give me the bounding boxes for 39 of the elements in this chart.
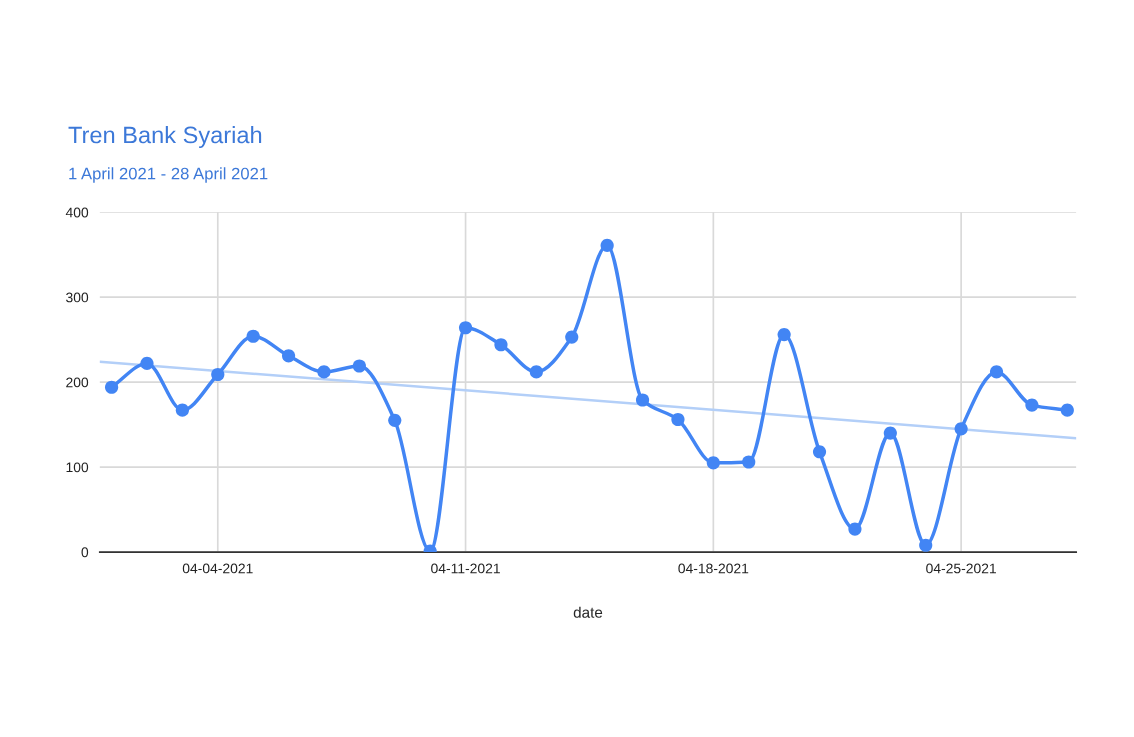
- x-axis-title: date: [573, 606, 603, 618]
- chart-title: Tren Bank Syariah: [68, 126, 262, 148]
- point: [671, 412, 685, 427]
- point: [458, 321, 473, 335]
- point: [281, 349, 296, 363]
- point: [635, 393, 650, 407]
- y-tick-label: 0: [81, 547, 89, 558]
- point: [706, 456, 720, 470]
- x-tick-label: 04-11-2021: [431, 563, 500, 574]
- point: [848, 522, 862, 536]
- point: [140, 356, 154, 371]
- point: [246, 329, 260, 343]
- point: [105, 380, 119, 394]
- point: [600, 238, 614, 252]
- x-tick-label: 04-18-2021: [678, 563, 749, 574]
- y-tick-label: 200: [66, 377, 89, 388]
- y-tick-label: 100: [66, 462, 89, 473]
- point: [812, 445, 827, 459]
- x-tick-label: 04-04-2021: [182, 563, 253, 574]
- point: [175, 403, 189, 417]
- point: [742, 455, 756, 469]
- point: [388, 413, 402, 427]
- point: [777, 327, 791, 342]
- point: [883, 426, 897, 440]
- point: [919, 538, 933, 552]
- point: [1060, 403, 1074, 417]
- point: [529, 365, 543, 379]
- point: [352, 359, 366, 373]
- point: [989, 365, 1004, 379]
- point: [317, 365, 331, 379]
- point: [565, 330, 579, 344]
- chart-subtitle: 1 April 2021 - 28 April 2021: [69, 167, 268, 183]
- point: [211, 367, 225, 382]
- y-tick-label: 300: [66, 292, 89, 303]
- point: [1025, 398, 1039, 412]
- y-tick-label: 400: [65, 207, 89, 218]
- point: [494, 338, 508, 352]
- point: [954, 422, 968, 436]
- x-tick-label: 04-25-2021: [926, 563, 996, 574]
